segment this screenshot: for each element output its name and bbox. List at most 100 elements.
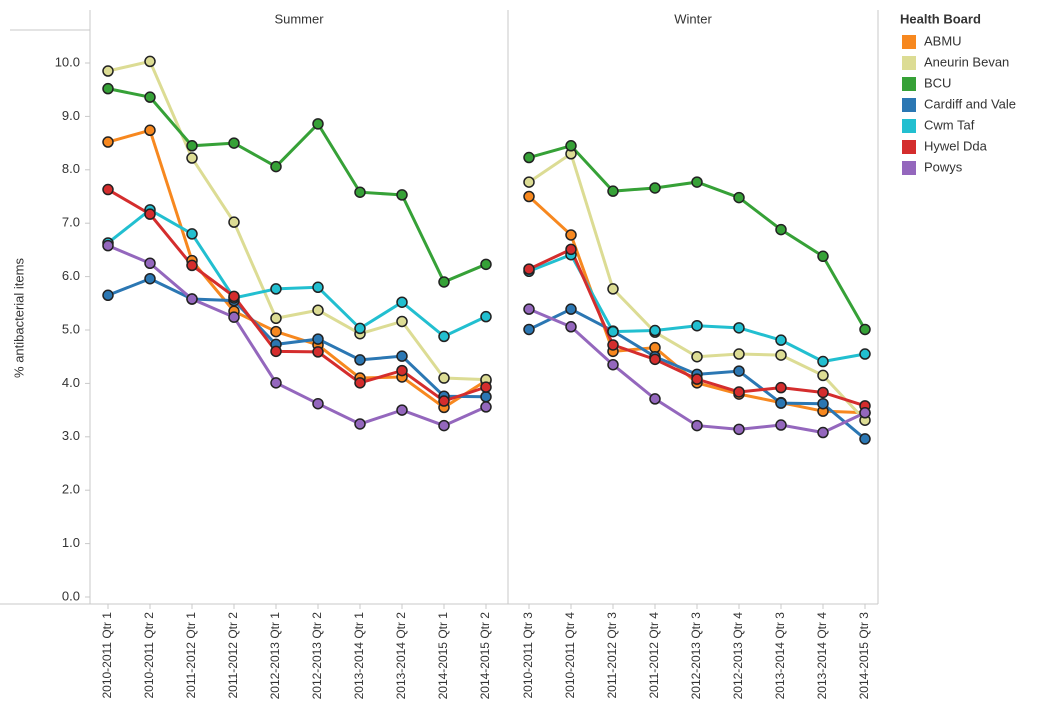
data-point: [438, 419, 450, 432]
data-point: [565, 243, 577, 256]
data-point: [523, 151, 535, 164]
data-point: [270, 160, 282, 173]
data-point: [354, 354, 366, 366]
data-point: [144, 272, 156, 285]
data-point: [228, 311, 240, 323]
data-point: [312, 346, 324, 358]
data-point: [817, 250, 829, 263]
x-tick-label: 2013-2014 Qtr 2: [394, 612, 408, 700]
data-point: [354, 418, 366, 430]
data-point: [438, 395, 450, 407]
series-line: [107, 128, 487, 410]
y-tick-label: 2.0: [62, 482, 80, 497]
data-point: [396, 189, 408, 201]
y-axis-label: % antibacterial items: [11, 258, 26, 378]
x-tick-label: 2012-2013 Qtr 3: [689, 612, 703, 700]
data-point: [102, 65, 114, 77]
legend-swatch: [902, 56, 916, 70]
data-point: [691, 350, 703, 363]
y-tick-label: 4.0: [62, 375, 80, 390]
data-point: [733, 322, 745, 334]
data-point: [859, 407, 871, 419]
data-point: [691, 319, 703, 332]
y-tick-label: 3.0: [62, 428, 80, 443]
y-tick-label: 10.0: [55, 54, 80, 69]
data-point: [480, 401, 492, 413]
x-tick-label: 2014-2015 Qtr 3: [857, 612, 871, 700]
data-point: [396, 315, 408, 328]
x-tick-label: 2014-2015 Qtr 2: [478, 612, 492, 700]
data-point: [733, 191, 745, 204]
data-point: [312, 281, 324, 294]
legend-swatch: [902, 119, 916, 133]
legend-label: Aneurin Bevan: [924, 54, 1009, 69]
data-point: [691, 419, 703, 432]
data-point: [565, 140, 577, 152]
data-point: [480, 258, 492, 271]
x-tick-label: 2012-2013 Qtr 2: [310, 612, 324, 700]
data-point: [144, 91, 156, 103]
legend-label: ABMU: [924, 33, 962, 48]
legend-label: Cardiff and Vale: [924, 96, 1016, 111]
data-point: [607, 358, 619, 371]
x-tick-label: 2011-2012 Qtr 4: [647, 612, 661, 699]
data-point: [228, 216, 240, 228]
data-point: [565, 229, 577, 241]
data-point: [354, 322, 366, 335]
data-point: [312, 333, 324, 345]
data-point: [523, 176, 535, 188]
data-point: [396, 404, 408, 416]
data-point: [438, 276, 450, 288]
x-tick-label: 2010-2011 Qtr 4: [563, 612, 577, 699]
data-point: [649, 393, 661, 405]
data-point: [144, 124, 156, 137]
data-point: [649, 324, 661, 337]
y-tick-label: 9.0: [62, 108, 80, 123]
data-point: [354, 377, 366, 389]
data-point: [607, 325, 619, 338]
data-point: [775, 223, 787, 236]
data-point: [859, 433, 871, 445]
data-point: [228, 137, 240, 149]
data-point: [186, 293, 198, 305]
data-point: [270, 312, 282, 325]
legend-label: Hywel Dda: [924, 138, 988, 153]
y-tick-label: 0.0: [62, 588, 80, 603]
data-point: [438, 330, 450, 343]
legend-swatch: [902, 161, 916, 175]
y-tick-label: 1.0: [62, 535, 80, 550]
data-point: [354, 186, 366, 198]
data-point: [523, 190, 535, 203]
y-tick-label: 6.0: [62, 268, 80, 283]
data-point: [186, 259, 198, 272]
data-point: [649, 353, 661, 366]
x-tick-label: 2011-2012 Qtr 1: [184, 612, 198, 699]
legend-title: Health Board: [900, 11, 981, 26]
x-tick-label: 2013-2014 Qtr 1: [352, 612, 366, 700]
data-point: [186, 228, 198, 240]
data-point: [775, 381, 787, 394]
data-point: [607, 283, 619, 295]
legend-swatch: [902, 140, 916, 154]
legend-swatch: [902, 98, 916, 112]
data-point: [859, 323, 871, 336]
data-point: [186, 152, 198, 164]
data-point: [733, 348, 745, 360]
data-point: [565, 303, 577, 315]
legend-swatch: [902, 77, 916, 91]
data-point: [144, 257, 156, 269]
data-point: [480, 381, 492, 393]
series-line: [107, 188, 487, 403]
x-tick-label: 2011-2012 Qtr 2: [226, 612, 240, 699]
data-point: [102, 289, 114, 302]
data-point: [396, 350, 408, 362]
data-point: [396, 296, 408, 308]
data-point: [565, 321, 577, 333]
data-point: [270, 325, 282, 338]
data-point: [480, 391, 492, 403]
y-tick-label: 8.0: [62, 161, 80, 176]
legend-label: Powys: [924, 159, 963, 174]
data-point: [144, 55, 156, 68]
data-point: [480, 310, 492, 323]
data-point: [523, 263, 535, 275]
